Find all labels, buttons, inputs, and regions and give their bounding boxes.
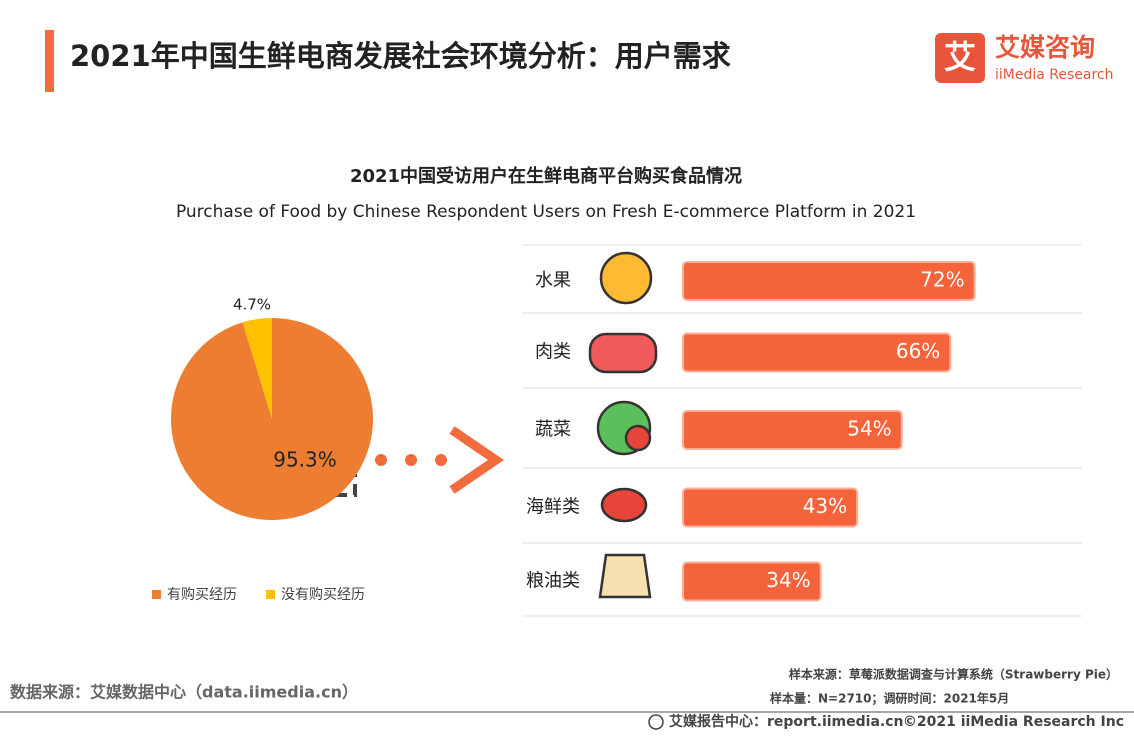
bar — [682, 487, 859, 528]
sample-source: 样本来源：草莓派数据调查与计算系统（Strawberry Pie） — [789, 667, 1118, 682]
logo-sub: iiMedia Research — [995, 67, 1114, 83]
bar — [682, 332, 952, 373]
value-label: 66% — [896, 339, 940, 363]
legend-label: 有购买经历 — [167, 587, 237, 603]
bar — [682, 261, 976, 301]
category-label: 蔬菜 — [535, 419, 571, 440]
title-accent — [45, 30, 54, 92]
value-label: 4.7% — [233, 296, 271, 314]
page-title: 2021年中国生鲜电商发展社会环境分析：用户需求 — [70, 39, 731, 73]
category-label: 粮油类 — [526, 571, 580, 592]
bar — [682, 410, 903, 450]
legend-swatch — [152, 590, 161, 599]
sample-size: 样本量：N=2710；调研时间：2021年5月 — [770, 691, 1009, 706]
category-label: 水果 — [535, 270, 571, 291]
source: 数据来源：艾媒数据中心（data.iimedia.cn） — [10, 683, 358, 702]
pie-slice — [242, 318, 272, 419]
value-label: 54% — [847, 417, 891, 441]
arrow — [375, 426, 504, 494]
bar — [682, 561, 822, 602]
category-label: 海鲜类 — [526, 497, 580, 518]
report-link: 艾媒报告中心：report.iimedia.cn — [669, 713, 904, 730]
globe-icon — [648, 714, 664, 730]
value-label: 72% — [920, 268, 964, 292]
logo-name: 艾媒咨询 — [995, 33, 1095, 62]
value-label: 95.3% — [273, 448, 337, 472]
copyright: ©2021 iiMedia Research Inc — [903, 714, 1124, 730]
chart-title: 2021中国受访用户在生鲜电商平台购买食品情况 — [350, 165, 742, 187]
logo-box — [935, 33, 985, 83]
chart-subtitle: Purchase of Food by Chinese Respondent U… — [176, 202, 916, 222]
legend-swatch — [266, 590, 275, 599]
food-icons — [588, 251, 658, 599]
value-label: 34% — [766, 568, 810, 592]
value-label: 43% — [803, 494, 847, 518]
category-label: 肉类 — [535, 342, 571, 363]
legend-label: 没有购买经历 — [281, 587, 365, 603]
logo-mark: 艾 — [944, 38, 976, 76]
